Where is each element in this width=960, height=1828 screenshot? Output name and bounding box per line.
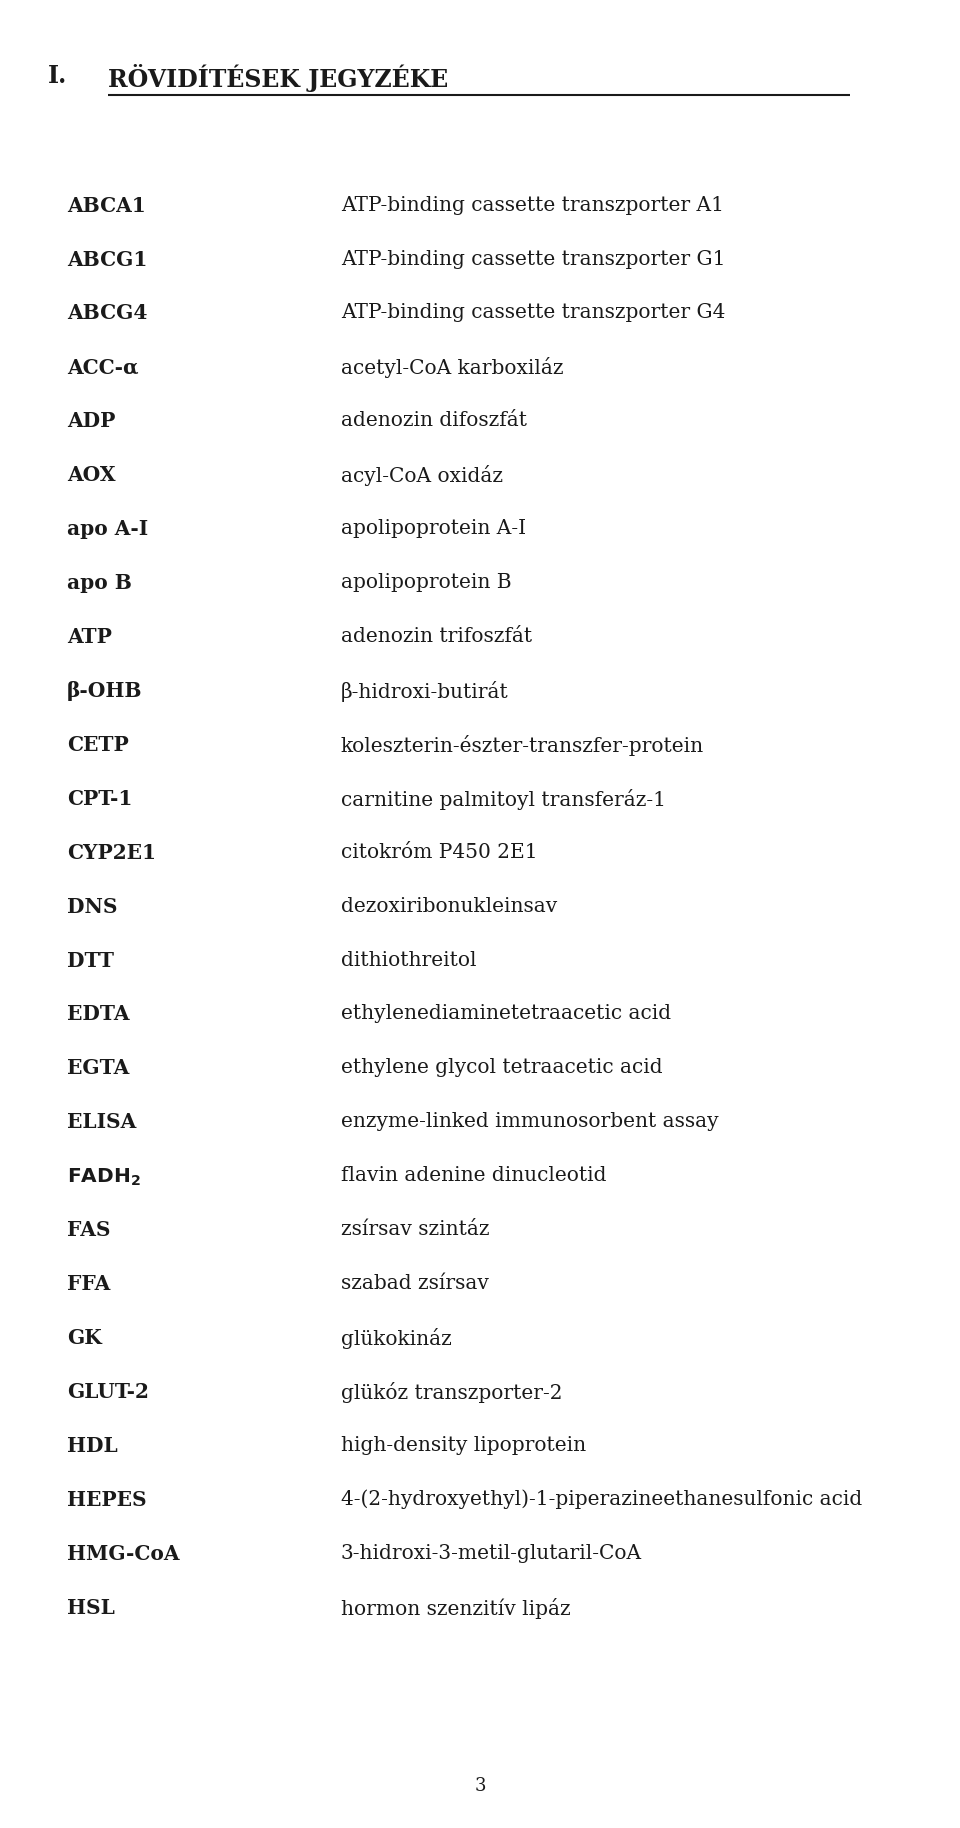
Text: adenozin trifoszfát: adenozin trifoszfát <box>341 627 532 645</box>
Text: glükóz transzporter-2: glükóz transzporter-2 <box>341 1382 563 1402</box>
Text: CPT-1: CPT-1 <box>67 790 132 808</box>
Text: dezoxiribonukleinsav: dezoxiribonukleinsav <box>341 896 557 916</box>
Text: flavin adenine dinucleotid: flavin adenine dinucleotid <box>341 1166 607 1185</box>
Text: ATP-binding cassette transzporter A1: ATP-binding cassette transzporter A1 <box>341 196 724 214</box>
Text: apolipoprotein B: apolipoprotein B <box>341 574 512 592</box>
Text: HEPES: HEPES <box>67 1490 147 1510</box>
Text: CYP2E1: CYP2E1 <box>67 843 156 863</box>
Text: carnitine palmitoyl transferáz-1: carnitine palmitoyl transferáz-1 <box>341 790 666 810</box>
Text: ATP-binding cassette transzporter G4: ATP-binding cassette transzporter G4 <box>341 303 725 322</box>
Text: ethylene glycol tetraacetic acid: ethylene glycol tetraacetic acid <box>341 1058 662 1077</box>
Text: EGTA: EGTA <box>67 1058 130 1079</box>
Text: ATP-binding cassette transzporter G1: ATP-binding cassette transzporter G1 <box>341 249 726 269</box>
Text: ABCG4: ABCG4 <box>67 303 148 324</box>
Text: RÖVIDÍTÉSEK JEGYZÉKE: RÖVIDÍTÉSEK JEGYZÉKE <box>108 64 448 91</box>
Text: HDL: HDL <box>67 1437 118 1455</box>
Text: β-OHB: β-OHB <box>67 680 143 700</box>
Text: koleszterin-észter-transzfer-protein: koleszterin-észter-transzfer-protein <box>341 735 704 755</box>
Text: ethylenediaminetetraacetic acid: ethylenediaminetetraacetic acid <box>341 1005 671 1024</box>
Text: acetyl-CoA karboxiláz: acetyl-CoA karboxiláz <box>341 358 564 378</box>
Text: szabad zsírsav: szabad zsírsav <box>341 1274 489 1292</box>
Text: zsírsav szintáz: zsírsav szintáz <box>341 1221 490 1239</box>
Text: citokróm P450 2E1: citokróm P450 2E1 <box>341 843 538 861</box>
Text: 4-(2-hydroxyethyl)-1-piperazineethanesulfonic acid: 4-(2-hydroxyethyl)-1-piperazineethanesul… <box>341 1490 862 1510</box>
Text: EDTA: EDTA <box>67 1005 130 1024</box>
Text: GK: GK <box>67 1327 102 1347</box>
Text: I.: I. <box>48 64 67 88</box>
Text: 3-hidroxi-3-metil-glutaril-CoA: 3-hidroxi-3-metil-glutaril-CoA <box>341 1543 642 1563</box>
Text: acyl-CoA oxidáz: acyl-CoA oxidáz <box>341 464 503 486</box>
Text: HMG-CoA: HMG-CoA <box>67 1543 180 1563</box>
Text: ABCA1: ABCA1 <box>67 196 146 216</box>
Text: $\mathbf{FADH_2}$: $\mathbf{FADH_2}$ <box>67 1166 141 1188</box>
Text: hormon szenzitív lipáz: hormon szenzitív lipáz <box>341 1598 570 1618</box>
Text: β-hidroxi-butirát: β-hidroxi-butirát <box>341 680 509 702</box>
Text: ATP: ATP <box>67 627 112 647</box>
Text: ADP: ADP <box>67 411 115 431</box>
Text: ACC-α: ACC-α <box>67 358 138 377</box>
Text: GLUT-2: GLUT-2 <box>67 1382 149 1402</box>
Text: apo A-I: apo A-I <box>67 519 149 539</box>
Text: ABCG1: ABCG1 <box>67 249 148 269</box>
Text: AOX: AOX <box>67 464 116 484</box>
Text: dithiothreitol: dithiothreitol <box>341 951 476 969</box>
Text: enzyme-linked immunosorbent assay: enzyme-linked immunosorbent assay <box>341 1111 718 1132</box>
Text: CETP: CETP <box>67 735 129 755</box>
Text: 3: 3 <box>474 1777 486 1795</box>
Text: glükokináz: glükokináz <box>341 1327 451 1349</box>
Text: apolipoprotein A-I: apolipoprotein A-I <box>341 519 526 537</box>
Text: FAS: FAS <box>67 1221 110 1239</box>
Text: apo B: apo B <box>67 574 132 592</box>
Text: FFA: FFA <box>67 1274 110 1294</box>
Text: DNS: DNS <box>67 896 118 916</box>
Text: adenozin difoszfát: adenozin difoszfát <box>341 411 527 430</box>
Text: high-density lipoprotein: high-density lipoprotein <box>341 1437 586 1455</box>
Text: DTT: DTT <box>67 951 114 971</box>
Text: HSL: HSL <box>67 1598 115 1618</box>
Text: ELISA: ELISA <box>67 1111 136 1132</box>
